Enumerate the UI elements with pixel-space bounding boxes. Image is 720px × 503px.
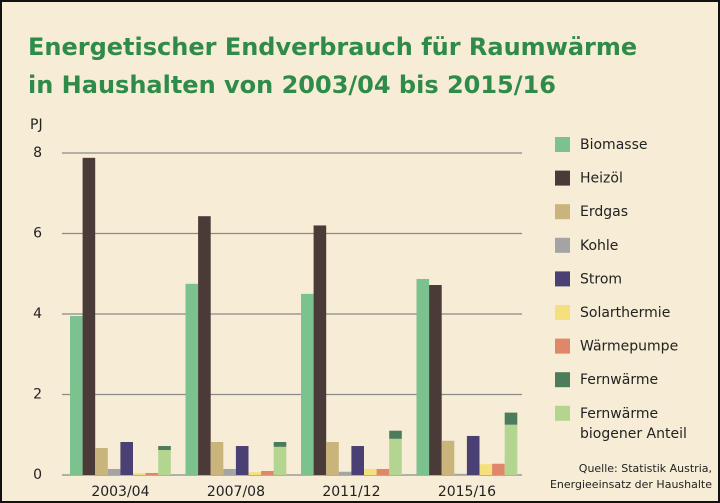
bar bbox=[107, 468, 121, 475]
bar bbox=[95, 448, 108, 475]
bar bbox=[376, 468, 390, 475]
legend-swatch bbox=[555, 271, 570, 287]
bar bbox=[504, 412, 518, 425]
legend-swatch bbox=[555, 338, 570, 354]
bar bbox=[198, 216, 211, 475]
legend-label: Strom bbox=[580, 271, 622, 287]
bar bbox=[185, 283, 199, 475]
bar bbox=[389, 438, 402, 475]
bar bbox=[429, 285, 442, 475]
y-tick-label: 2 bbox=[33, 387, 42, 403]
bar bbox=[120, 441, 133, 475]
bar bbox=[338, 471, 352, 475]
bar bbox=[313, 225, 327, 475]
y-axis-label: PJ bbox=[30, 117, 43, 133]
y-tick-label: 6 bbox=[33, 226, 42, 242]
legend-label: Biomasse bbox=[580, 137, 647, 153]
bar bbox=[364, 468, 377, 475]
legend-label: Kohle bbox=[580, 238, 618, 254]
x-tick-label: 2007/08 bbox=[207, 484, 265, 500]
bar bbox=[248, 472, 262, 475]
legend-swatch bbox=[555, 237, 570, 253]
x-tick-label: 2011/12 bbox=[322, 484, 380, 500]
source: Quelle: Statistik Austria, bbox=[579, 462, 712, 475]
legend-swatch bbox=[555, 405, 570, 421]
bar bbox=[504, 424, 518, 475]
bar bbox=[261, 470, 274, 475]
bar bbox=[389, 430, 402, 439]
legend-swatch bbox=[555, 137, 570, 152]
x-tick-label: 2015/16 bbox=[438, 484, 496, 500]
bar bbox=[466, 435, 480, 475]
bar bbox=[158, 450, 171, 475]
bar bbox=[492, 463, 505, 475]
bar bbox=[158, 446, 171, 451]
bar bbox=[273, 446, 287, 475]
bar bbox=[235, 446, 249, 475]
bar bbox=[351, 446, 364, 475]
bar bbox=[479, 464, 493, 475]
y-tick-label: 4 bbox=[33, 306, 42, 322]
bar bbox=[454, 473, 467, 475]
bar bbox=[416, 278, 430, 475]
legend-label: Fernwärme bbox=[580, 372, 658, 388]
legend-swatch bbox=[555, 204, 570, 220]
legend-label: Wärmepumpe bbox=[580, 339, 678, 355]
legend-swatch bbox=[555, 170, 570, 186]
x-tick-label: 2003/04 bbox=[91, 484, 149, 500]
legend-label: Solarthermie bbox=[580, 305, 670, 321]
legend-swatch bbox=[555, 305, 570, 320]
bar bbox=[145, 472, 159, 475]
bar bbox=[326, 441, 339, 475]
source: Energieeinsatz der Haushalte bbox=[550, 478, 712, 491]
bar bbox=[133, 472, 146, 475]
bar bbox=[441, 440, 455, 475]
bar bbox=[82, 157, 96, 475]
chart-title: Energetischer Endverbrauch für Raumwärme bbox=[28, 33, 637, 61]
chart-title: in Haushalten von 2003/04 bis 2015/16 bbox=[28, 71, 556, 99]
legend-label: Heizöl bbox=[580, 171, 623, 187]
legend-label: Fernwärme biogener Anteil bbox=[580, 406, 687, 442]
y-tick-label: 8 bbox=[33, 145, 42, 161]
legend-swatch bbox=[555, 372, 570, 388]
y-tick-label: 0 bbox=[33, 467, 42, 483]
bar bbox=[210, 441, 224, 475]
bar bbox=[223, 468, 236, 475]
bar bbox=[273, 441, 287, 447]
bar bbox=[70, 316, 83, 475]
legend-label: Erdgas bbox=[580, 204, 628, 220]
bar bbox=[301, 293, 314, 475]
